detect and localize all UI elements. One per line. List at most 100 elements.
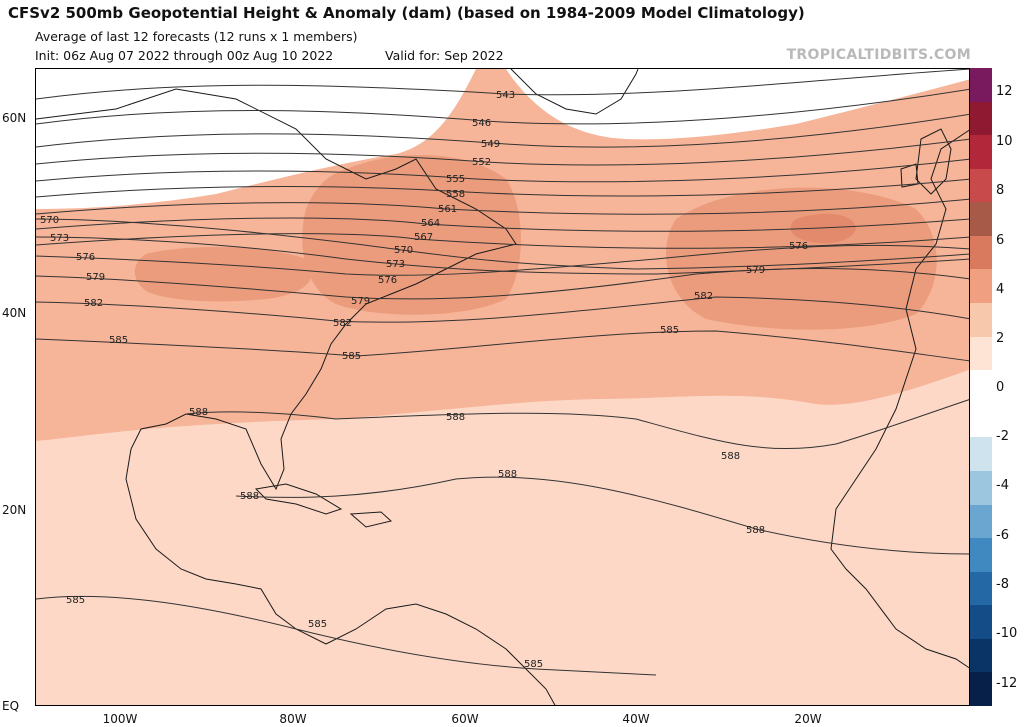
contour-546 (36, 88, 969, 125)
land-outlines (36, 69, 969, 705)
contour-label-582b: 582 (333, 318, 352, 329)
contour-567 (36, 233, 969, 249)
colorbar-label-neg10: -10 (996, 626, 1018, 641)
colorbar-label-neg8: -8 (996, 577, 1009, 592)
contour-label-573b: 573 (386, 259, 405, 270)
anomaly-white-north (36, 69, 476, 209)
contour-label-588d: 588 (240, 491, 259, 502)
colorbar-label-neg6: -6 (996, 528, 1009, 543)
coast-europe-africa (830, 129, 969, 669)
colorbar-label-neg12: -12 (996, 676, 1018, 691)
contour-label-576c: 576 (789, 241, 808, 252)
contour-label-585e: 585 (308, 619, 327, 630)
colorbar-swatch (970, 235, 992, 270)
contour-label-579c: 579 (746, 265, 765, 276)
contour-585-south (36, 595, 657, 676)
contour-label-576a: 576 (76, 252, 95, 263)
colorbar-swatch (970, 101, 992, 136)
colorbar-swatch (970, 336, 992, 371)
contour-570 (36, 218, 969, 270)
contour-label-588f: 588 (746, 525, 765, 536)
colorbar-label-neg4: -4 (996, 478, 1009, 493)
colorbar-label-0: 0 (996, 380, 1005, 395)
coast-cuba (254, 483, 343, 515)
colorbar-swatch (970, 403, 992, 438)
lon-label-100w: 100W (102, 712, 138, 726)
colorbar-swatch (970, 202, 992, 236)
lon-label-80w: 80W (279, 712, 307, 726)
contour-label-576b: 576 (378, 275, 397, 286)
init-time: Init: 06z Aug 07 2022 through 00z Aug 10… (35, 48, 334, 63)
contour-588-south (235, 476, 969, 555)
coast-north-america (36, 88, 517, 645)
colorbar-label-2: 2 (996, 331, 1005, 346)
contour-561 (36, 198, 969, 215)
contour-label-585c: 585 (660, 325, 679, 336)
contour-label-543: 543 (496, 90, 515, 101)
contour-label-570a: 570 (40, 215, 59, 226)
colorbar-swatch (970, 168, 992, 203)
lon-label-40w: 40W (622, 712, 650, 726)
contour-label-588e: 588 (498, 469, 517, 480)
lon-label-60w: 60W (451, 712, 479, 726)
contour-588 (185, 399, 969, 450)
colorbar-label-4: 4 (996, 282, 1005, 297)
colorbar-swatch (970, 135, 992, 169)
lat-label-20n: 20N (2, 503, 27, 517)
coast-hispaniola (349, 511, 393, 528)
contour-555 (36, 158, 969, 183)
contour-label-585d: 585 (66, 595, 85, 606)
contour-579 (36, 268, 969, 300)
contour-label-546: 546 (472, 118, 491, 129)
colorbar-swatch (970, 638, 992, 673)
contour-label-579b: 579 (351, 296, 370, 307)
anomaly-band-4-6 (134, 155, 937, 330)
colorbar-swatch (970, 269, 992, 304)
lat-label-60n: 60N (2, 111, 27, 125)
contour-label-552: 552 (472, 157, 491, 168)
contour-label-582c: 582 (694, 291, 713, 302)
contour-558 (36, 178, 969, 198)
contour-label-567: 567 (414, 232, 433, 243)
contour-labels: 543 546 549 552 555 558 561 564 567 570 … (40, 90, 808, 670)
contour-label-588a: 588 (189, 407, 208, 418)
contour-573 (36, 236, 969, 275)
colorbar-swatch (970, 504, 992, 539)
colorbar-swatch (970, 672, 992, 706)
contour-label-555: 555 (446, 174, 465, 185)
lat-label-40n: 40N (2, 306, 27, 320)
contour-582 (36, 296, 969, 323)
contour-543 (36, 69, 969, 100)
colorbar-swatch (970, 571, 992, 606)
colorbar-swatch (970, 437, 992, 471)
contour-label-588b: 588 (446, 412, 465, 423)
contour-552 (36, 138, 969, 166)
colorbar-label-8: 8 (996, 183, 1005, 198)
colorbar-label-10: 10 (996, 134, 1013, 149)
contour-label-573a: 573 (50, 233, 69, 244)
contour-585 (36, 330, 969, 362)
contour-label-549: 549 (481, 139, 500, 150)
contour-576 (36, 244, 969, 276)
map-svg: 543 546 549 552 555 558 561 564 567 570 … (36, 69, 969, 705)
lat-label-eq: EQ (2, 699, 20, 713)
colorbar-label-12: 12 (996, 84, 1013, 99)
colorbar-label-6: 6 (996, 233, 1005, 248)
contour-label-570b: 570 (394, 245, 413, 256)
contour-564 (36, 217, 969, 232)
lon-label-20w: 20W (794, 712, 822, 726)
colorbar-swatch (970, 370, 992, 404)
contour-label-585f: 585 (524, 659, 543, 670)
colorbar-swatch (970, 470, 992, 505)
anomaly-core (790, 213, 856, 244)
colorbar (970, 68, 992, 706)
colorbar-label-neg2: -2 (996, 429, 1009, 444)
contour-label-585b: 585 (342, 351, 361, 362)
colorbar-swatch (970, 68, 992, 102)
colorbar-swatch (970, 303, 992, 337)
map-title: CFSv2 500mb Geopotential Height & Anomal… (8, 4, 805, 22)
colorbar-swatch (970, 605, 992, 639)
height-contours (36, 69, 969, 676)
map-area: 543 546 549 552 555 558 561 564 567 570 … (35, 68, 970, 706)
map-subtitle: Average of last 12 forecasts (12 runs x … (35, 29, 358, 44)
